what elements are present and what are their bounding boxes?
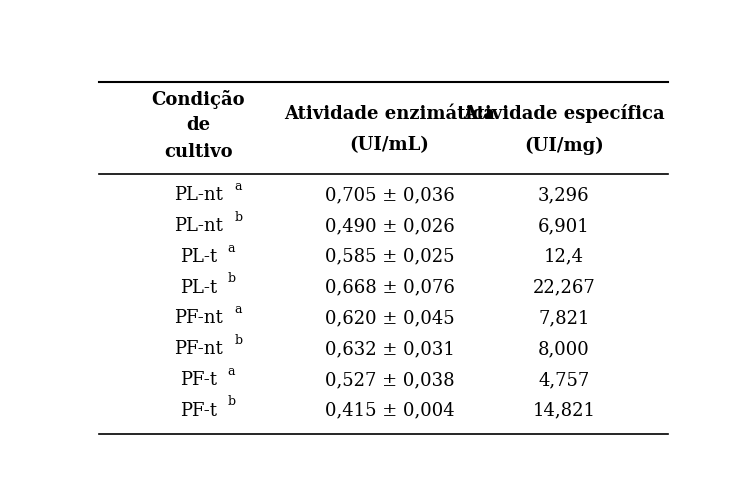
Text: (UI/mg): (UI/mg) [524,136,604,155]
Text: PF-nt: PF-nt [174,310,222,327]
Text: 7,821: 7,821 [538,310,589,327]
Text: b: b [234,334,243,347]
Text: (UI/mL): (UI/mL) [350,136,430,154]
Text: Atividade enzimática: Atividade enzimática [284,105,495,123]
Text: 0,490 ± 0,026: 0,490 ± 0,026 [325,217,455,235]
Text: 0,527 ± 0,038: 0,527 ± 0,038 [325,371,455,389]
Text: 8,000: 8,000 [538,340,589,358]
Text: a: a [227,242,234,254]
Text: 4,757: 4,757 [539,371,589,389]
Text: 12,4: 12,4 [544,248,583,266]
Text: de: de [186,116,210,134]
Text: 22,267: 22,267 [533,279,595,297]
Text: 0,620 ± 0,045: 0,620 ± 0,045 [325,310,455,327]
Text: Condição: Condição [151,90,245,109]
Text: 14,821: 14,821 [533,402,595,420]
Text: b: b [227,395,235,409]
Text: a: a [234,303,242,316]
Text: 0,585 ± 0,025: 0,585 ± 0,025 [325,248,455,266]
Text: 0,415 ± 0,004: 0,415 ± 0,004 [325,402,455,420]
Text: PF-t: PF-t [180,402,216,420]
Text: 0,668 ± 0,076: 0,668 ± 0,076 [325,279,455,297]
Text: a: a [227,365,234,377]
Text: PL-nt: PL-nt [174,217,222,235]
Text: b: b [227,272,235,285]
Text: a: a [234,180,242,193]
Text: Atividade específica: Atividade específica [463,104,664,123]
Text: PF-nt: PF-nt [174,340,222,358]
Text: PL-t: PL-t [180,279,216,297]
Text: PL-t: PL-t [180,248,216,266]
Text: 0,705 ± 0,036: 0,705 ± 0,036 [325,186,455,204]
Text: 3,296: 3,296 [538,186,589,204]
Text: cultivo: cultivo [164,143,232,161]
Text: 6,901: 6,901 [538,217,589,235]
Text: 0,632 ± 0,031: 0,632 ± 0,031 [325,340,455,358]
Text: PF-t: PF-t [180,371,216,389]
Text: b: b [234,211,243,224]
Text: PL-nt: PL-nt [174,186,222,204]
